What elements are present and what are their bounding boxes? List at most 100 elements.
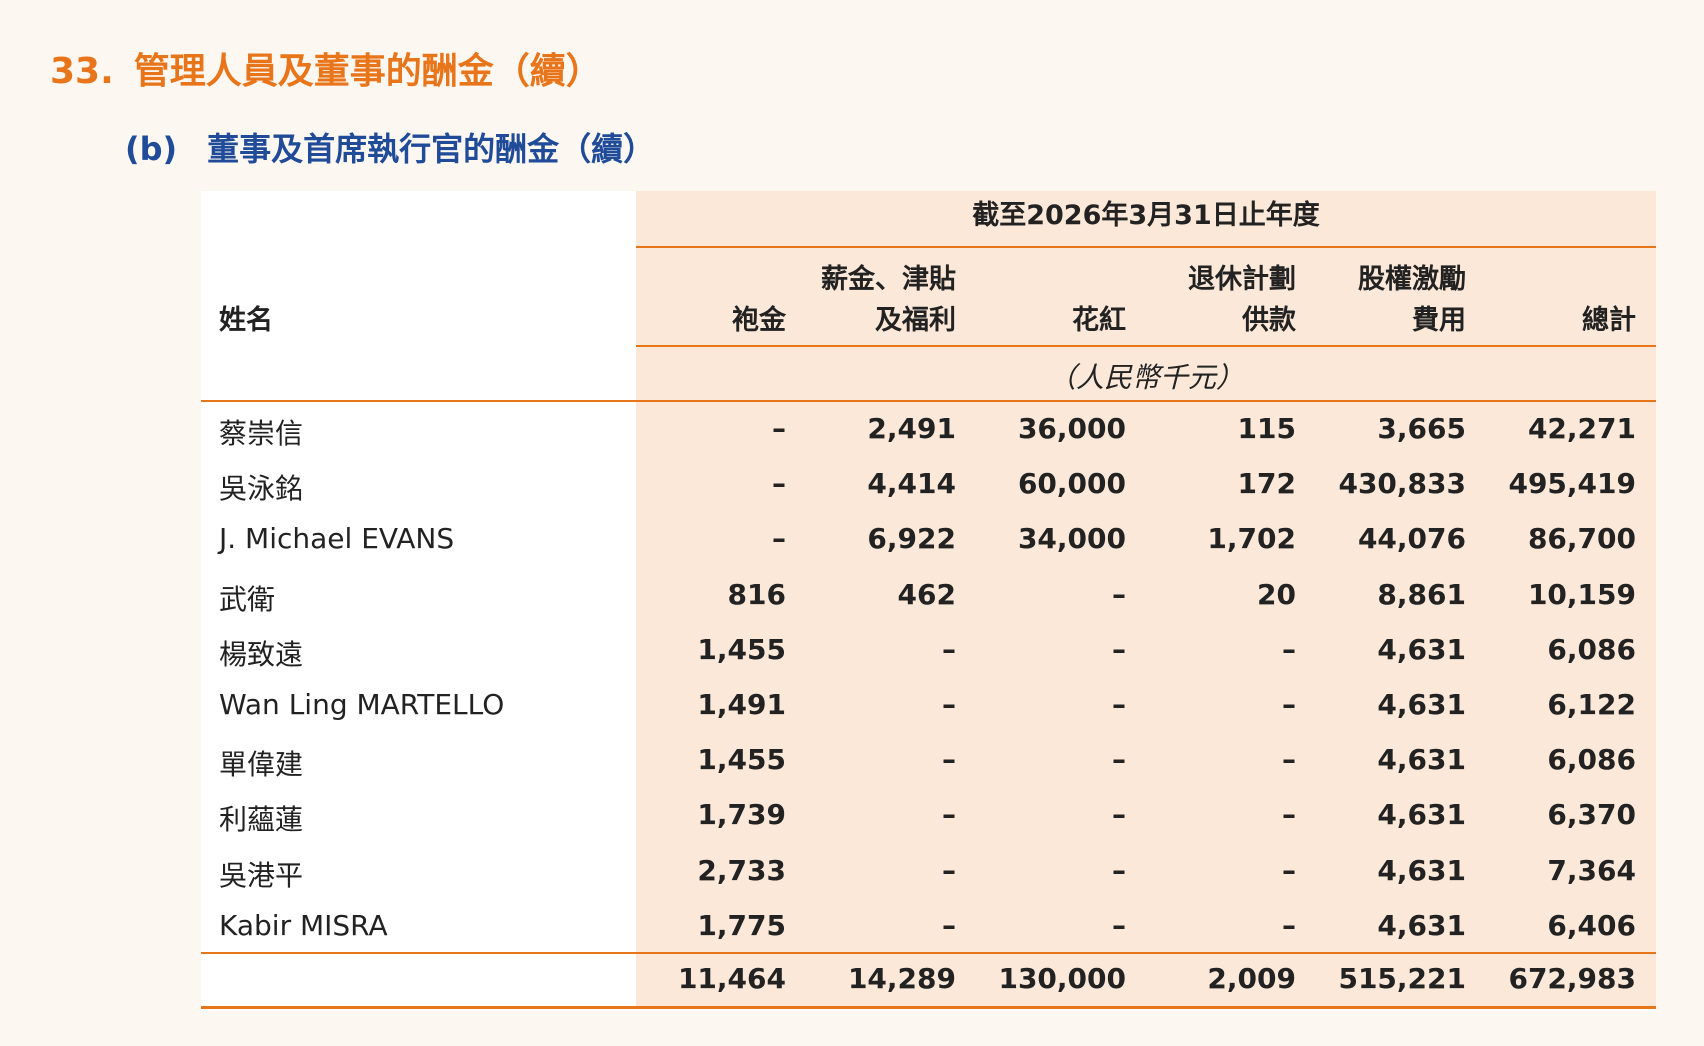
column-header-line1: 薪金、津貼 — [821, 264, 956, 295]
value-cell: 34,000 — [1017, 522, 1126, 556]
value-cell: 4,631 — [1377, 632, 1466, 666]
value-cell: 7,364 — [1547, 853, 1636, 887]
value-cell: 430,833 — [1338, 467, 1466, 501]
value-cell: 10,159 — [1527, 577, 1636, 611]
period-header: 截至2026年3月31日止年度 — [972, 200, 1320, 231]
value-cell: 42,271 — [1527, 412, 1636, 445]
director-name: 蔡崇信 — [219, 417, 304, 450]
section-heading: 33. 管理人員及董事的酬金（續） — [50, 42, 602, 94]
header-rule-body — [201, 400, 1656, 402]
header-rule-columns — [636, 345, 1656, 347]
subsection-heading: (b) 董事及首席執行官的酬金（續） — [125, 124, 655, 170]
value-cell: – — [1282, 743, 1296, 777]
value-cell: – — [772, 522, 786, 556]
value-cell: 1,739 — [697, 798, 786, 832]
value-cell: – — [1112, 743, 1126, 777]
column-header-line2: 供款 — [1242, 305, 1296, 336]
value-cell: – — [1112, 908, 1126, 942]
director-name: Wan Ling MARTELLO — [219, 688, 505, 721]
value-cell: 4,631 — [1377, 908, 1466, 942]
value-cell: 1,702 — [1207, 522, 1296, 556]
value-cell: 44,076 — [1357, 522, 1466, 556]
value-cell: 2,733 — [697, 853, 786, 887]
value-cell: – — [942, 743, 956, 777]
total-cell: 2,009 — [1207, 962, 1296, 995]
value-cell: 60,000 — [1017, 467, 1126, 501]
value-cell: 6,086 — [1547, 743, 1636, 777]
value-cell: – — [1282, 853, 1296, 887]
value-cell: – — [1282, 908, 1296, 942]
value-cell: 6,922 — [867, 522, 956, 556]
value-cell: 20 — [1257, 577, 1296, 611]
value-cell: 6,086 — [1547, 632, 1636, 666]
director-name: 吳港平 — [219, 858, 304, 892]
value-cell: 36,000 — [1017, 412, 1126, 445]
total-cell: 130,000 — [998, 962, 1126, 995]
director-name: 單偉建 — [219, 748, 304, 782]
total-cell: 14,289 — [847, 962, 956, 995]
subsection-letter: (b) — [125, 130, 178, 168]
value-cell: – — [1112, 853, 1126, 887]
column-header-line1: 退休計劃 — [1188, 264, 1296, 295]
shaded-columns-background — [636, 191, 1656, 1009]
value-cell: 6,370 — [1547, 798, 1636, 832]
value-cell: 1,455 — [697, 632, 786, 666]
value-cell: 8,861 — [1377, 577, 1466, 611]
value-cell: – — [1112, 798, 1126, 832]
value-cell: 495,419 — [1508, 467, 1636, 501]
value-cell: – — [942, 908, 956, 942]
value-cell: – — [1112, 577, 1126, 611]
value-cell: – — [942, 798, 956, 832]
director-name: 利蘊蓮 — [219, 803, 304, 837]
value-cell: – — [942, 853, 956, 887]
value-cell: – — [772, 467, 786, 501]
column-header-line1: 股權激勵 — [1358, 264, 1466, 295]
value-cell: 4,631 — [1377, 743, 1466, 777]
value-cell: 4,631 — [1377, 853, 1466, 887]
section-number: 33. — [50, 51, 114, 92]
value-cell: – — [1282, 688, 1296, 721]
value-cell: 4,631 — [1377, 688, 1466, 721]
name-header: 姓名 — [219, 305, 273, 336]
value-cell: – — [772, 412, 786, 445]
column-header-line2: 及福利 — [875, 305, 956, 336]
value-cell: – — [1282, 798, 1296, 832]
value-cell: 172 — [1237, 467, 1296, 501]
header-rule-period — [636, 246, 1656, 248]
value-cell: – — [942, 688, 956, 721]
value-cell: 1,491 — [697, 688, 786, 721]
remuneration-table: 截至2026年3月31日止年度 姓名 袍金 薪金、津貼及福利 花紅 退休計劃供款 股權激… — [201, 191, 1656, 1011]
value-cell: 2,491 — [867, 412, 956, 445]
director-name: 楊致遠 — [219, 637, 304, 671]
value-cell: 115 — [1237, 412, 1296, 445]
total-rule-top — [201, 952, 1656, 954]
value-cell: – — [1282, 632, 1296, 666]
column-header-line2: 花紅 — [1072, 305, 1126, 336]
value-cell: 6,406 — [1547, 908, 1636, 942]
value-cell: 86,700 — [1527, 522, 1636, 556]
column-header-line2: 袍金 — [732, 305, 786, 336]
unit-label: （人民幣千元） — [1047, 361, 1244, 394]
director-name: Kabir MISRA — [219, 908, 388, 942]
director-name: J. Michael EVANS — [219, 522, 455, 556]
value-cell: 4,414 — [867, 467, 956, 501]
value-cell: 1,775 — [697, 908, 786, 942]
director-name: 吳泳銘 — [219, 472, 304, 506]
value-cell: – — [1112, 688, 1126, 721]
value-cell: 816 — [727, 577, 786, 611]
value-cell: – — [1112, 632, 1126, 666]
total-cell: 515,221 — [1338, 962, 1466, 995]
value-cell: 6,122 — [1547, 688, 1636, 721]
total-cell: 672,983 — [1508, 962, 1636, 995]
total-rule-bottom — [201, 1006, 1656, 1009]
total-cell: 11,464 — [677, 962, 786, 995]
column-header-line2: 總計 — [1582, 305, 1636, 336]
director-name: 武衛 — [219, 582, 276, 616]
value-cell: 3,665 — [1377, 412, 1466, 445]
section-title: 管理人員及董事的酬金（續） — [133, 51, 602, 92]
value-cell: – — [942, 632, 956, 666]
subsection-title: 董事及首席執行官的酬金（續） — [207, 130, 656, 168]
value-cell: 4,631 — [1377, 798, 1466, 832]
column-header-line2: 費用 — [1412, 305, 1466, 336]
